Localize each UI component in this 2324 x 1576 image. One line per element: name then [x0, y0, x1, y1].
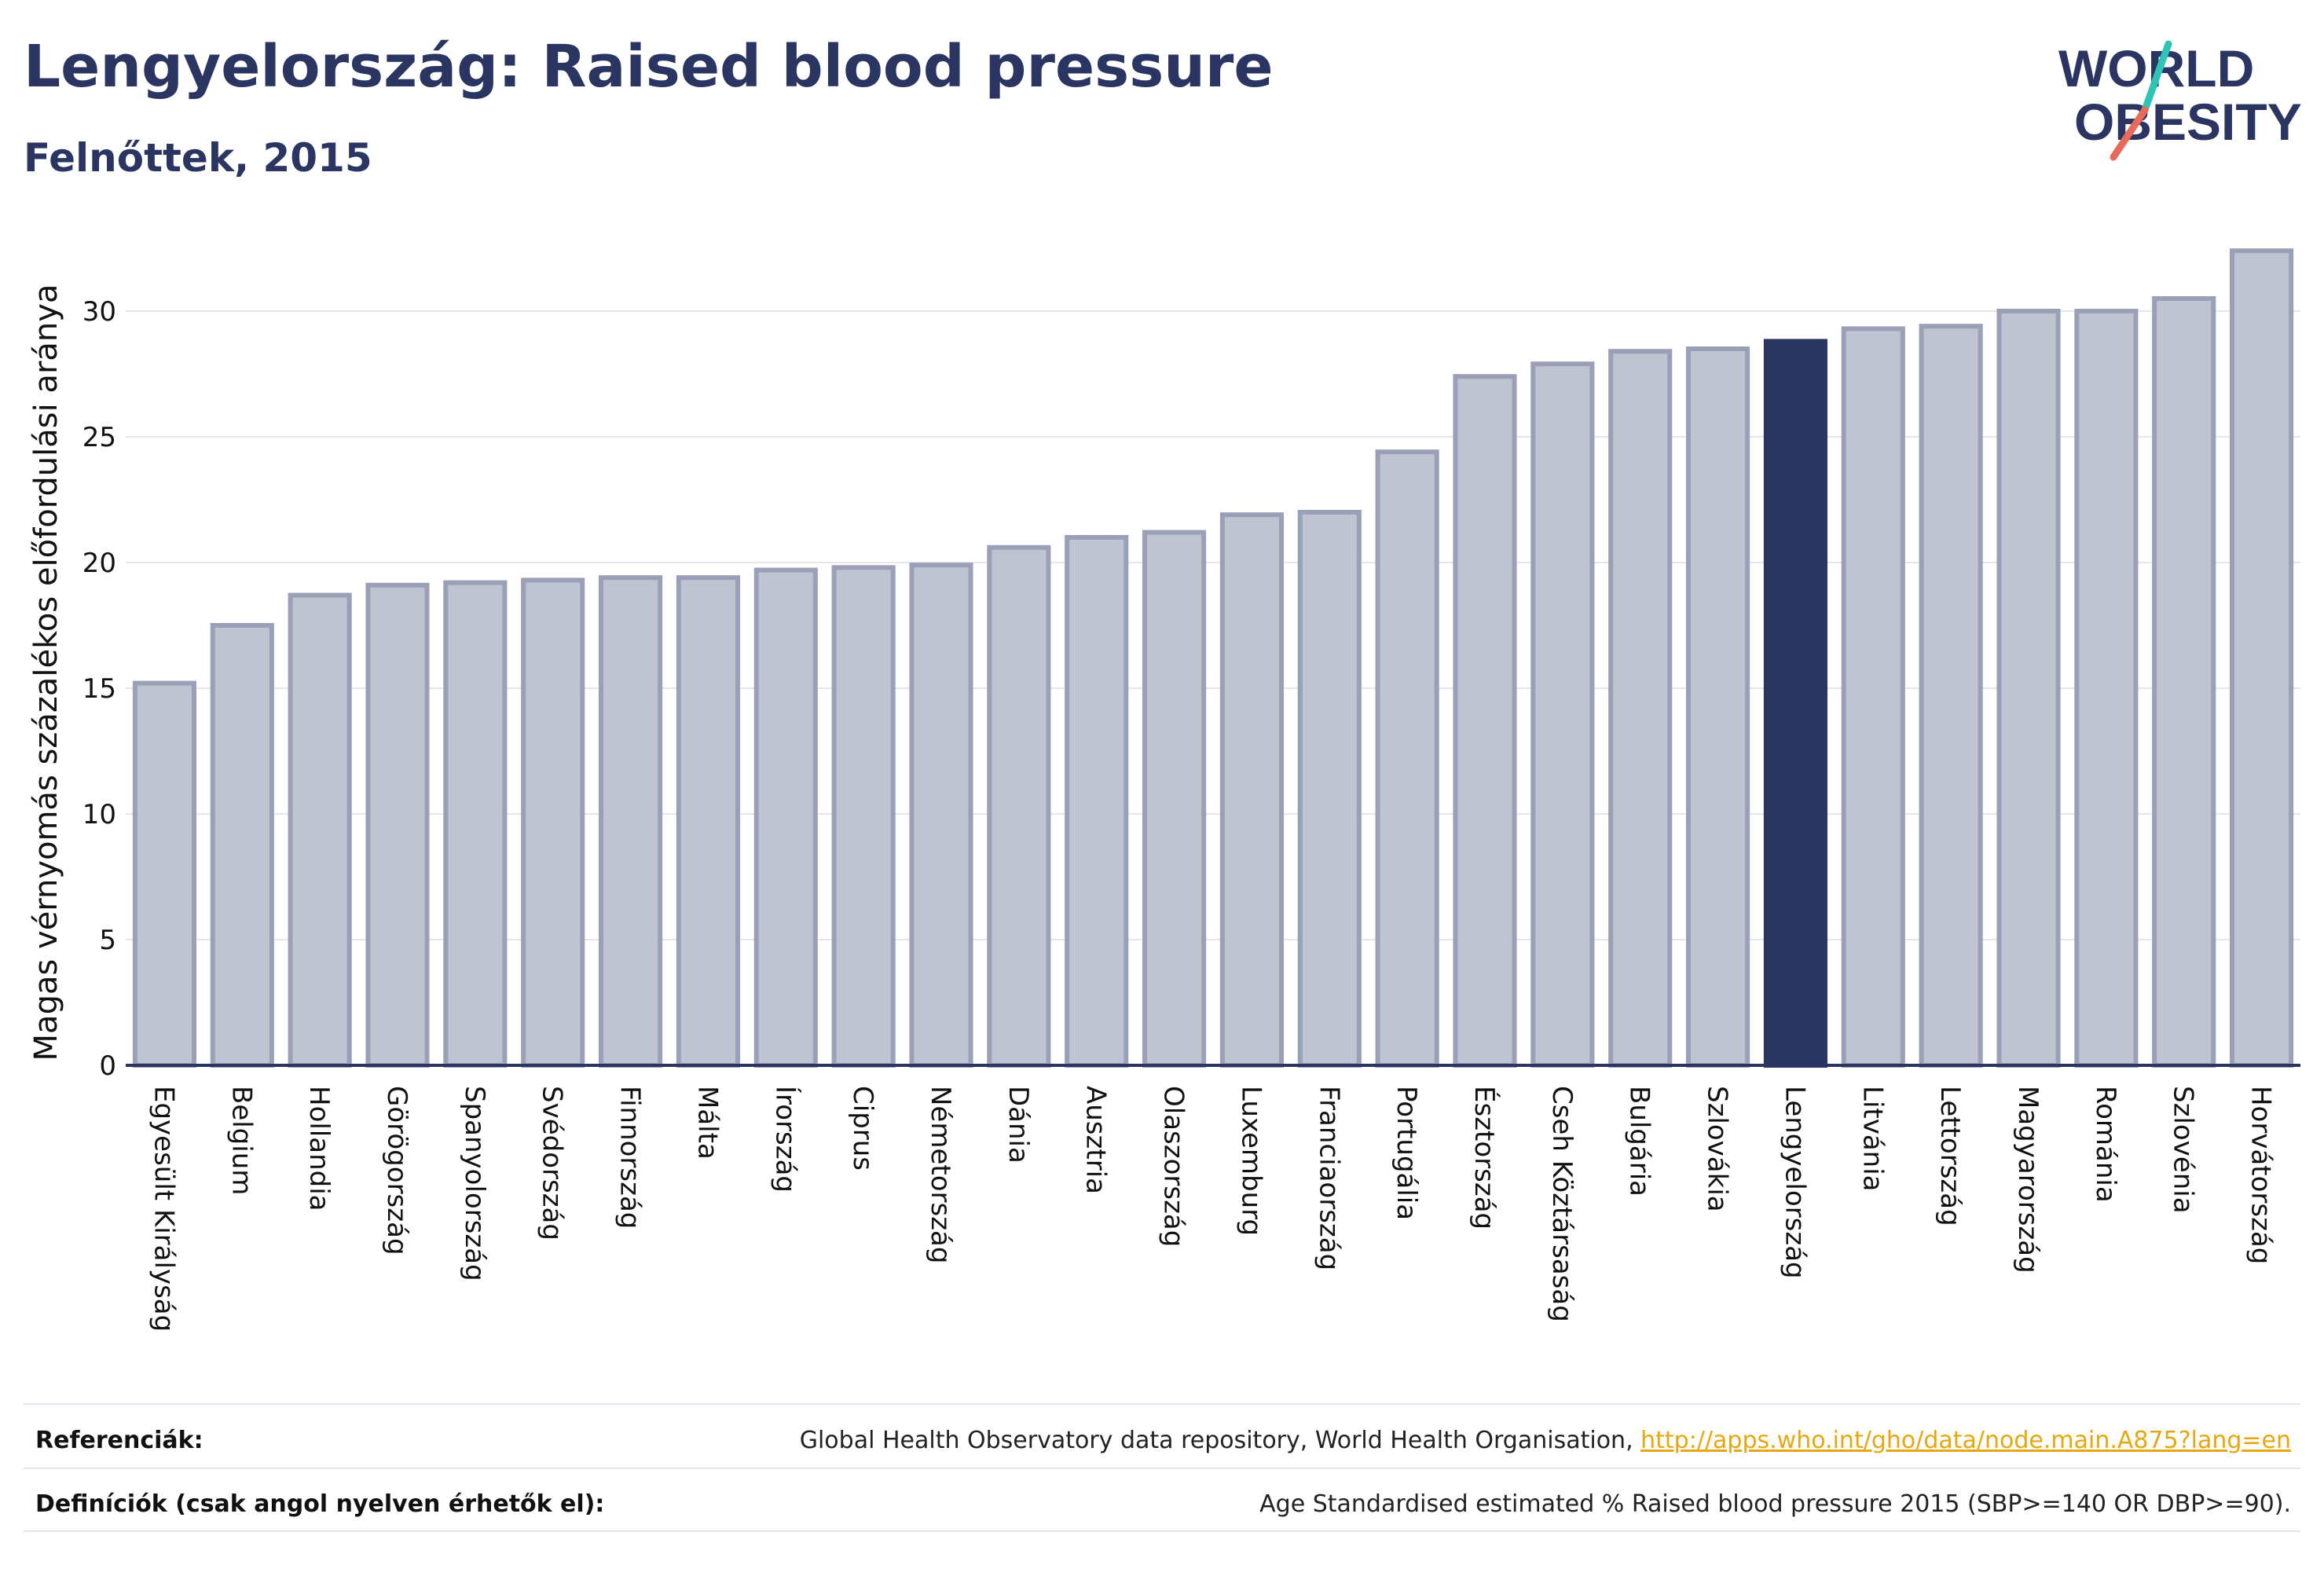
x-tick-label: Bulgária [1624, 1086, 1655, 1197]
bar-26 [2074, 309, 2139, 1068]
logo-line2: OBESITY [2074, 93, 2302, 151]
x-tick-label: Ausztria [1080, 1086, 1112, 1194]
x-tick-label: Litvánia [1857, 1086, 1888, 1192]
x-tick-label: Svédország [537, 1086, 568, 1241]
x-tick-label: Olaszország [1158, 1086, 1189, 1247]
x-tick-label: Cseh Köztársaság [1546, 1086, 1578, 1322]
logo-slash-teal [2141, 40, 2172, 114]
x-tick-label: Spanyolország [459, 1086, 490, 1281]
y-tick-label: 25 [82, 422, 116, 453]
bar-23 [1841, 326, 1905, 1068]
x-tick-label: Németország [925, 1086, 956, 1263]
bar-25 [1996, 309, 2061, 1068]
bar-17 [1375, 449, 1439, 1068]
chart-title: Lengyelország: Raised blood pressure [24, 33, 1274, 101]
y-tick-label: 30 [82, 296, 116, 328]
bar-24 [1919, 324, 1983, 1068]
y-tick-label: 10 [82, 799, 116, 830]
bar-19 [1530, 361, 1595, 1068]
x-tick-label: Románia [2090, 1086, 2121, 1203]
x-tick-label: Észtország [1468, 1086, 1501, 1230]
bar-3 [288, 592, 352, 1068]
bar-5 [443, 580, 508, 1068]
definitions-label: Definíciók (csak angol nyelven érhetők e… [35, 1490, 605, 1518]
references-link[interactable]: http://apps.who.int/gho/data/node.main.A… [1640, 1427, 2291, 1454]
y-tick-label: 20 [82, 548, 116, 579]
x-tick-label: Ciprus [847, 1086, 878, 1171]
bar-20 [1608, 349, 1673, 1068]
bar-18 [1453, 374, 1517, 1068]
x-tick-label: Lengyelország [1779, 1086, 1810, 1279]
x-tick-label: Franciaország [1313, 1086, 1344, 1270]
bar-8 [676, 575, 740, 1068]
x-tick-label: Szlovénia [2168, 1086, 2199, 1214]
bar-4 [365, 582, 430, 1068]
x-tick-label: Görögország [381, 1086, 412, 1255]
bars [132, 248, 2294, 1068]
bar-21 [1686, 346, 1750, 1068]
x-tick-labels: Egyesült Királyság Belgium Hollandia Görögo… [148, 1086, 2276, 1332]
bar-1 [132, 680, 196, 1068]
world-obesity-logo: WORLD OBESITY [2058, 39, 2302, 161]
bar-16 [1297, 510, 1362, 1068]
bar-28 [2230, 248, 2294, 1068]
bar-22 [1763, 339, 1827, 1068]
y-tick-labels: 0 5 10 15 20 25 30 [82, 296, 116, 1082]
bar-9 [753, 567, 818, 1068]
references-label: Referenciák: [35, 1427, 203, 1454]
y-axis-label: Magas vérnyomás százalékos előfordulási … [28, 284, 64, 1061]
bar-27 [2152, 296, 2216, 1068]
logo-slash-red [2110, 106, 2149, 161]
references-source: Global Health Observatory data repositor… [799, 1427, 1641, 1454]
x-tick-label: Portugália [1391, 1086, 1422, 1220]
x-tick-label: Finnország [614, 1086, 646, 1229]
x-tick-label: Luxemburg [1235, 1086, 1266, 1236]
x-tick-label: Dánia [1003, 1086, 1034, 1164]
bar-11 [909, 563, 973, 1068]
y-tick-label: 0 [99, 1050, 116, 1082]
chart-subtitle: Felnőttek, 2015 [24, 135, 372, 181]
footer-divider-middle [24, 1468, 2300, 1469]
bar-10 [831, 565, 896, 1068]
x-tick-label: Belgium [225, 1086, 257, 1195]
bar-chart: 0 5 10 15 20 25 30 Egyesült Királyság Belgium Ho… [28, 248, 2300, 1332]
references-text: Global Health Observatory data repositor… [800, 1427, 2291, 1454]
x-tick-label: Írország [769, 1086, 801, 1193]
definitions-text: Age Standardised estimated % Raised bloo… [1259, 1490, 2291, 1518]
x-tick-label: Hollandia [303, 1086, 335, 1211]
y-tick-label: 15 [82, 673, 116, 705]
x-tick-label: Egyesült Királyság [148, 1086, 179, 1332]
x-tick-label: Lettország [1934, 1086, 1966, 1226]
y-tick-label: 5 [99, 925, 116, 956]
bar-6 [521, 577, 585, 1068]
x-tick-label: Magyarország [2012, 1086, 2044, 1274]
bar-14 [1142, 530, 1207, 1068]
bar-15 [1219, 512, 1284, 1068]
bar-12 [987, 544, 1051, 1068]
x-tick-label: Málta [691, 1086, 723, 1160]
bar-2 [210, 623, 274, 1068]
x-tick-label: Szlovákia [1702, 1086, 1733, 1212]
bar-7 [599, 575, 663, 1068]
footer-divider-bottom [24, 1530, 2300, 1532]
bar-13 [1065, 535, 1129, 1068]
footer-divider-top [24, 1403, 2300, 1405]
x-tick-label: Horvátország [2245, 1086, 2277, 1264]
